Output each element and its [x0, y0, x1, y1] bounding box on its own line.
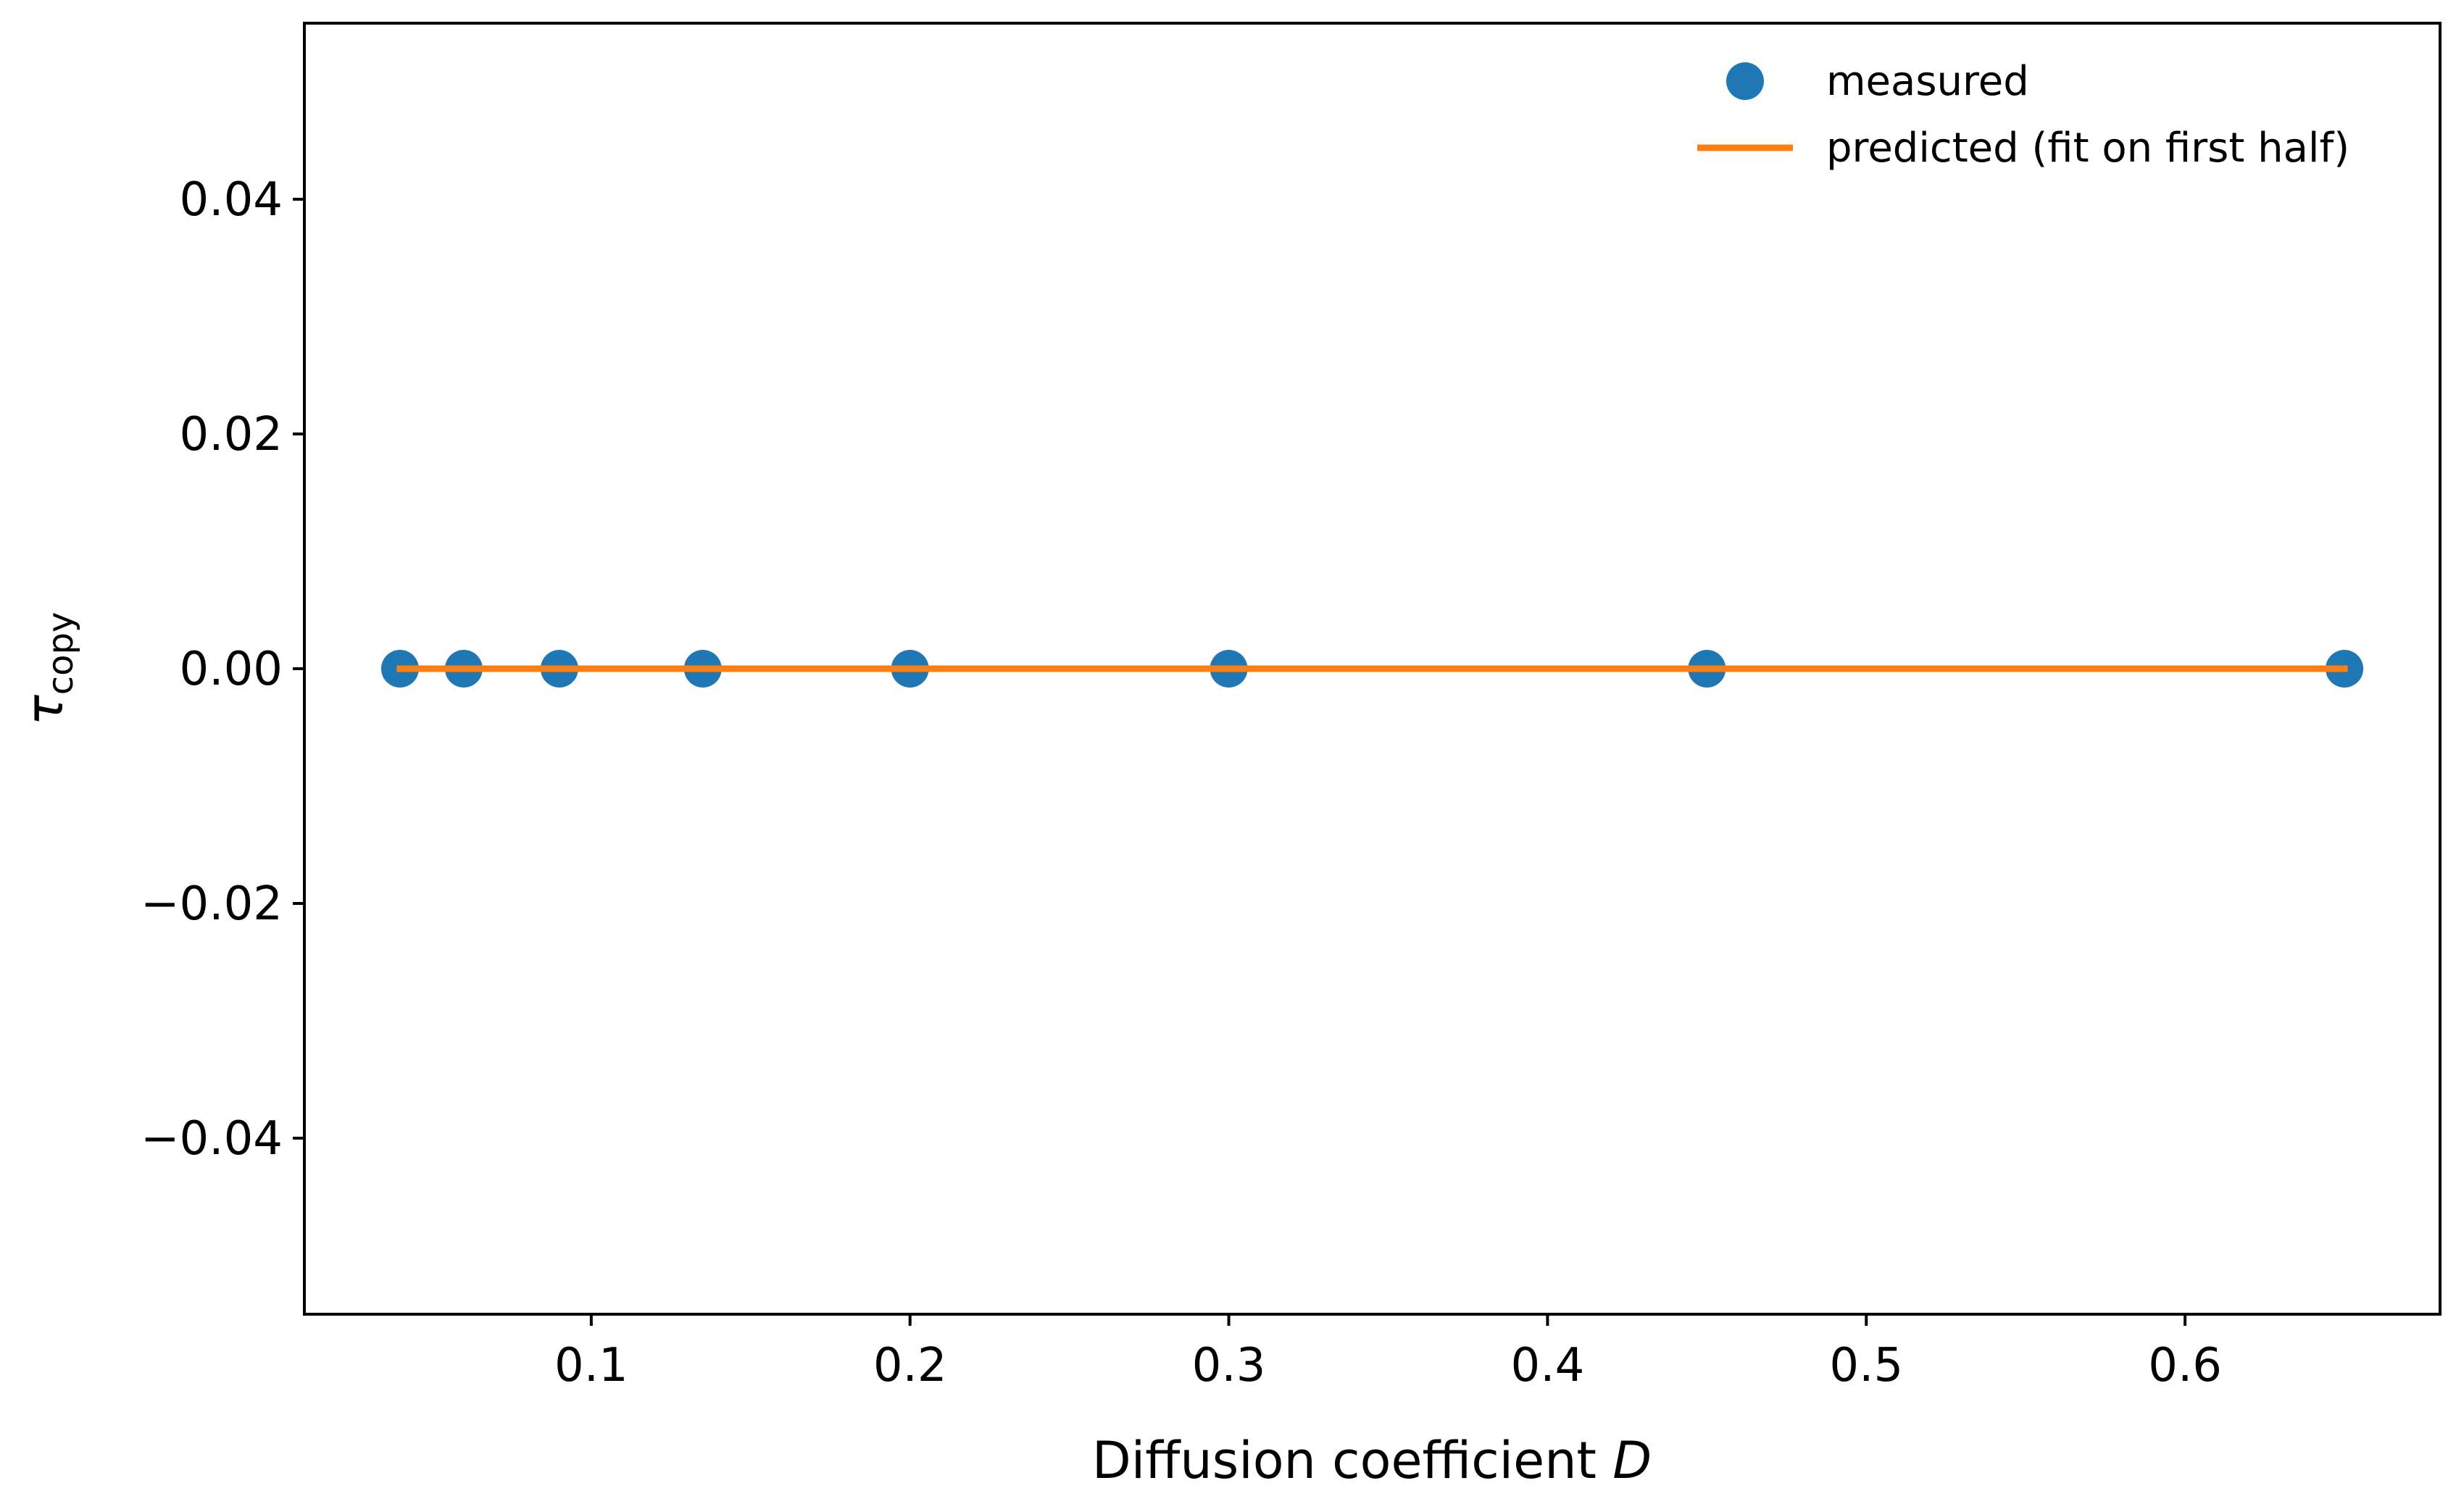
x-tick-label: 0.3: [1192, 1339, 1266, 1392]
y-tick-label: 0.00: [180, 643, 283, 696]
y-tick-label: 0.04: [180, 173, 283, 227]
x-tick-label: 0.4: [1511, 1339, 1585, 1392]
x-tick-label: 0.5: [1829, 1339, 1903, 1392]
y-axis-title-symbol: τ: [15, 694, 75, 725]
x-axis-title-main: Diffusion coefficient: [1092, 1431, 1597, 1490]
y-axis-title-subscript: copy: [41, 612, 81, 696]
x-axis-title: Diffusion coefficient D: [1092, 1431, 1652, 1490]
x-tick-label: 0.1: [554, 1339, 628, 1392]
legend-label-measured: measured: [1826, 58, 2029, 105]
x-tick-label: 0.2: [873, 1339, 947, 1392]
x-tick-label: 0.6: [2148, 1339, 2222, 1392]
marks-layer: [380, 650, 2364, 688]
x-axis-title-variable: D: [1612, 1431, 1652, 1490]
legend-label-predicted: predicted (fit on first half): [1826, 125, 2349, 172]
y-axis-title: τcopy: [15, 612, 81, 726]
y-tick-label: −0.02: [141, 877, 283, 931]
y-tick-label: −0.04: [141, 1112, 283, 1166]
x-axis-ticks: 0.1 0.2 0.3 0.4 0.5 0.6: [554, 1314, 2222, 1392]
legend: measured predicted (fit on first half): [1697, 58, 2349, 172]
y-tick-label: 0.02: [180, 408, 283, 461]
y-axis-ticks: 0.04 0.02 0.00 −0.02 −0.04: [141, 173, 304, 1166]
legend-marker-measured: [1726, 62, 1764, 100]
